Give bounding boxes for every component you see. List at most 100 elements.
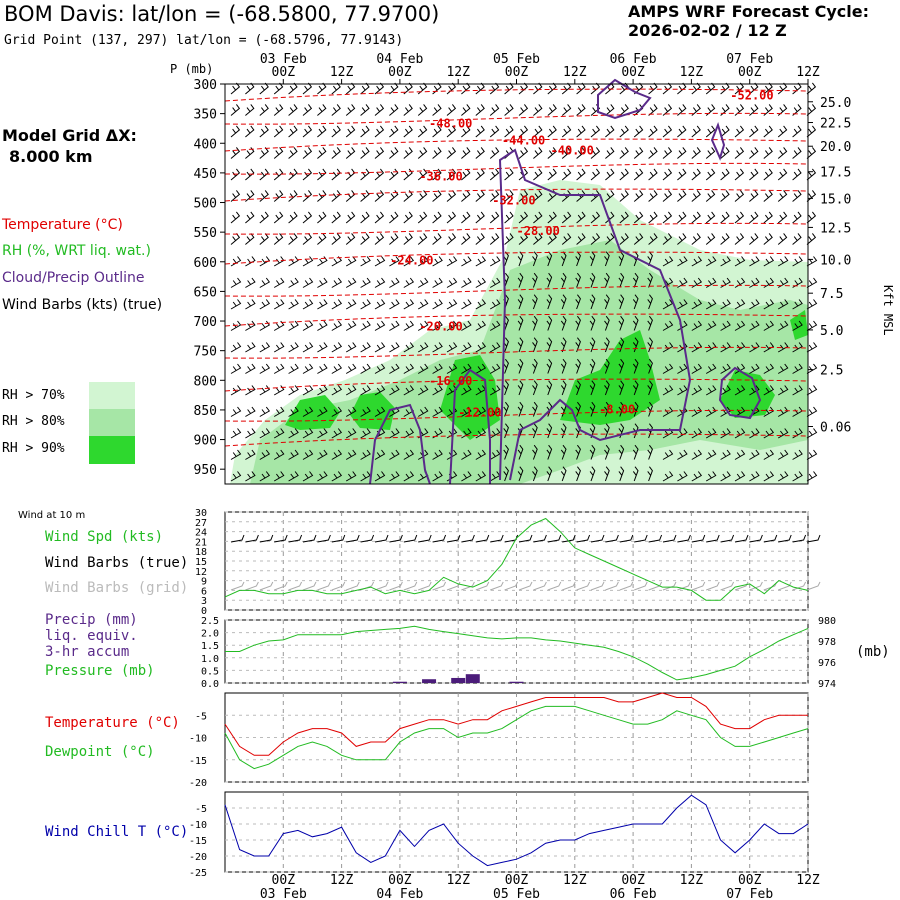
wind-barb bbox=[517, 444, 524, 460]
cloud-outline bbox=[597, 78, 652, 120]
isotherm-line bbox=[224, 313, 809, 327]
wind-barb bbox=[475, 211, 485, 224]
wind-barb bbox=[331, 581, 346, 591]
wind-barb bbox=[705, 428, 717, 439]
wind-barb bbox=[317, 471, 328, 482]
isotherm-line bbox=[224, 162, 809, 175]
wind-barb bbox=[432, 449, 443, 460]
wind-barb bbox=[360, 147, 370, 159]
wind-barb bbox=[648, 125, 658, 138]
temperature-tick-label: -5 bbox=[195, 711, 207, 722]
wind-barb bbox=[475, 299, 487, 310]
wind-barb bbox=[403, 125, 413, 138]
wind-barb bbox=[259, 211, 269, 224]
wind-barb bbox=[691, 581, 706, 591]
pressure-tick-label: 750 bbox=[194, 345, 217, 360]
wind-barb bbox=[489, 299, 501, 310]
wind-barb bbox=[461, 256, 472, 267]
wind-barb bbox=[632, 294, 639, 310]
wind-barb bbox=[589, 423, 596, 439]
wind-barb bbox=[633, 168, 644, 181]
wind-barb bbox=[547, 82, 557, 95]
wind-barb bbox=[547, 581, 562, 591]
time-tick-label-bottom: 00Z bbox=[272, 873, 296, 888]
wind-barb bbox=[273, 125, 284, 138]
wind-barb bbox=[288, 320, 299, 331]
wind-barb bbox=[317, 277, 328, 288]
model-grid-label: Model Grid ΔX: bbox=[2, 126, 137, 145]
wind-barb bbox=[749, 471, 760, 482]
wind-barb bbox=[605, 168, 615, 181]
wind-barb bbox=[504, 233, 514, 245]
wind-barb bbox=[662, 82, 673, 95]
wind-barb bbox=[475, 428, 487, 439]
wind-barb bbox=[677, 299, 688, 310]
wind-barb bbox=[489, 277, 501, 288]
wind-barb bbox=[417, 233, 428, 245]
wind-barb bbox=[604, 337, 610, 353]
wind-barb bbox=[259, 125, 269, 138]
wind-barb bbox=[417, 256, 429, 267]
wind-barb bbox=[662, 190, 673, 202]
wind-barb bbox=[475, 147, 485, 159]
wind-barb bbox=[432, 277, 443, 288]
wind-barb bbox=[504, 190, 514, 202]
pressure-tick-label: 600 bbox=[194, 256, 217, 271]
wind-barb bbox=[389, 125, 399, 138]
height-tick-label: 10.0 bbox=[820, 253, 851, 268]
wind-barb bbox=[662, 211, 673, 224]
wind-barb bbox=[360, 406, 371, 417]
wind-barb bbox=[374, 471, 386, 482]
wind-barb bbox=[720, 581, 735, 591]
wind-barb bbox=[273, 233, 284, 245]
wind-barb bbox=[546, 380, 553, 396]
wind-barb bbox=[532, 380, 538, 396]
wind-barb bbox=[720, 299, 731, 310]
wind-barb bbox=[403, 299, 415, 310]
wind-barb bbox=[749, 428, 760, 439]
wind-barb bbox=[403, 320, 415, 331]
time-tick-label-top: 12Z bbox=[330, 65, 354, 80]
wind-barb bbox=[749, 320, 760, 331]
wind-barb bbox=[749, 299, 760, 310]
wind-barb bbox=[763, 320, 775, 331]
wind-barb bbox=[389, 534, 403, 543]
wind-barb bbox=[589, 444, 596, 460]
wind-barb bbox=[345, 82, 356, 95]
wind-barb bbox=[677, 449, 688, 460]
wind-barb bbox=[647, 444, 653, 460]
wind-barb bbox=[734, 233, 745, 245]
wind-barb bbox=[749, 190, 759, 202]
wind-barb bbox=[417, 320, 429, 331]
wind-barb bbox=[360, 320, 371, 331]
wind-barb bbox=[792, 125, 802, 138]
cloud-outline bbox=[718, 366, 762, 420]
wind-barb bbox=[274, 534, 288, 543]
wind-barb bbox=[374, 104, 385, 116]
wind-barb bbox=[546, 272, 553, 288]
wind-barb bbox=[777, 256, 789, 267]
wind-barb bbox=[533, 168, 543, 181]
wind-chill-line bbox=[224, 794, 809, 867]
wind-barb bbox=[389, 342, 400, 353]
time-tick-label-bottom: 12Z bbox=[330, 873, 354, 888]
wind-barb bbox=[288, 147, 298, 159]
wind-barb bbox=[648, 104, 658, 116]
wind-barb bbox=[288, 534, 303, 543]
wind-barb bbox=[749, 449, 760, 460]
height-axis-label: Kft MSL bbox=[881, 285, 895, 336]
pressure-tick-label: 300 bbox=[194, 78, 217, 93]
wind-barb bbox=[777, 233, 788, 245]
wind-barb bbox=[403, 363, 415, 374]
wind-barb bbox=[705, 82, 716, 95]
wind-barb bbox=[576, 82, 586, 95]
precip-tick-label: 2.0 bbox=[201, 629, 219, 640]
wind-barb bbox=[259, 342, 271, 353]
wind-barb bbox=[677, 363, 688, 374]
wind-barb bbox=[230, 299, 242, 310]
wind-barb bbox=[604, 380, 610, 396]
wind-barb bbox=[432, 190, 442, 202]
wind-barb bbox=[677, 211, 687, 224]
precip-bar bbox=[451, 677, 466, 683]
wind-barb bbox=[792, 449, 803, 460]
